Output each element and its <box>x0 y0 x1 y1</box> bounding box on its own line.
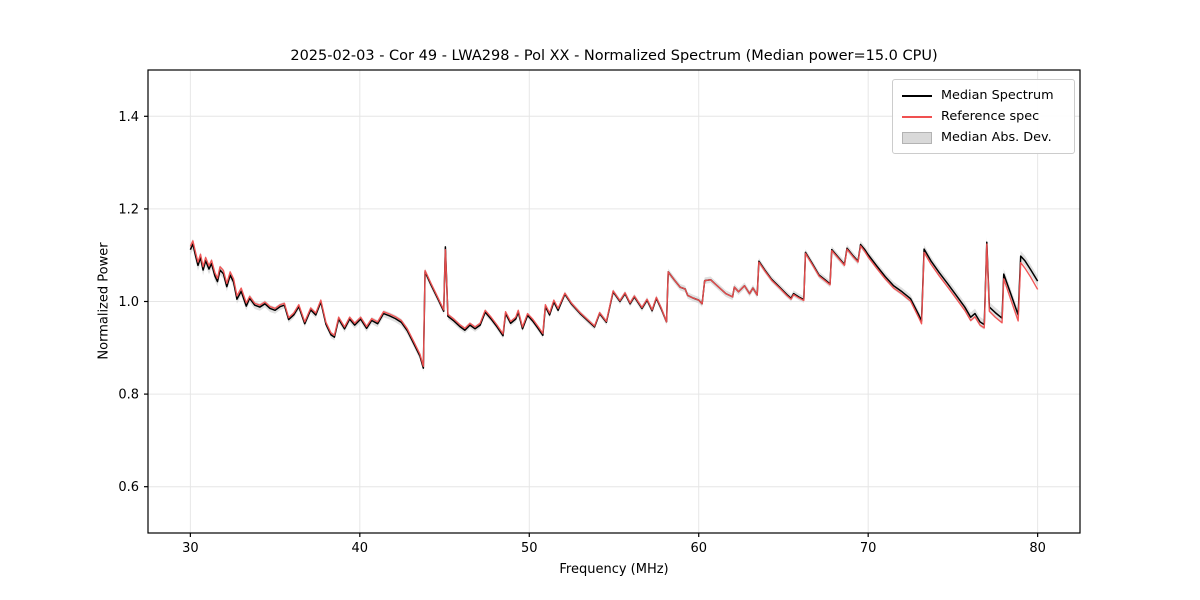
legend-item-median-spectrum: Median Spectrum <box>902 85 1066 106</box>
legend-label-mad: Median Abs. Dev. <box>941 130 1052 145</box>
x-tick-label: 80 <box>1029 541 1046 556</box>
chart-title: 2025-02-03 - Cor 49 - LWA298 - Pol XX - … <box>290 48 938 64</box>
legend-label-reference: Reference spec <box>941 109 1040 124</box>
legend-line-sample-reference <box>902 115 932 118</box>
x-tick-label: 70 <box>860 541 877 556</box>
legend-item-reference-spec: Reference spec <box>902 106 1066 127</box>
x-tick-label: 30 <box>182 541 199 556</box>
y-tick-label: 1.2 <box>118 202 139 217</box>
y-tick-label: 0.6 <box>118 480 139 495</box>
legend-label-median: Median Spectrum <box>941 88 1054 103</box>
x-tick-label: 40 <box>352 541 369 556</box>
y-tick-label: 1.4 <box>118 110 139 125</box>
reference-spec-line <box>189 240 1039 368</box>
legend-line-sample-median <box>902 94 932 97</box>
x-axis-label: Frequency (MHz) <box>559 562 669 577</box>
y-tick-label: 1.0 <box>118 295 139 310</box>
axis-ticks: 30 40 50 60 70 80 0.6 0.8 1.0 1.2 1.4 <box>118 110 1046 556</box>
x-tick-label: 50 <box>521 541 538 556</box>
mad-band <box>190 237 1038 372</box>
y-tick-label: 0.8 <box>118 388 139 403</box>
legend-item-median-abs-dev: Median Abs. Dev. <box>902 127 1066 148</box>
legend-patch-sample-mad <box>902 131 932 144</box>
x-tick-label: 60 <box>690 541 707 556</box>
median-spectrum-line <box>189 241 1039 369</box>
legend: Median Spectrum Reference spec Median Ab… <box>892 79 1075 154</box>
y-axis-label: Normalized Power <box>96 242 112 360</box>
